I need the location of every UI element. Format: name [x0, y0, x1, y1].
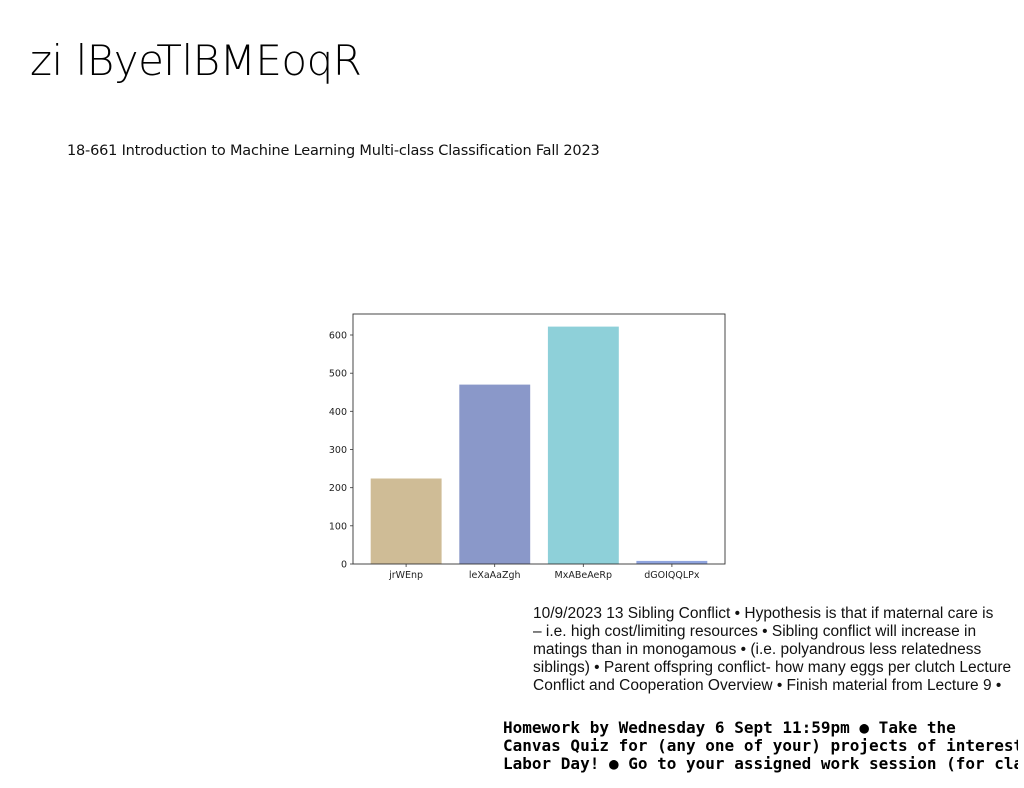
plot-frame	[352, 313, 726, 565]
lecture-notes: 10/9/2023 13 Sibling Conflict • Hypothes…	[533, 605, 1024, 695]
notes-line: 10/9/2023 13 Sibling Conflict • Hypothes…	[533, 605, 994, 622]
notes-line: matings than in monogamous • (i.e. polya…	[533, 641, 982, 658]
homework-announcement: Homework by Wednesday 6 Sept 11:59pm ● T…	[503, 719, 1018, 775]
y-tick-label: 600	[329, 331, 347, 342]
homework-line: Homework by Wednesday 6 Sept 11:59pm ● T…	[503, 719, 956, 737]
slide-subtitle: 18-661 Introduction to Machine Learning …	[67, 143, 600, 159]
y-tick-label: 400	[329, 407, 347, 418]
y-tick-label: 100	[329, 521, 347, 532]
bar	[547, 326, 619, 564]
x-tick-label: dGOIQQLPx	[644, 570, 700, 581]
y-tick-label: 0	[341, 560, 347, 571]
slide-title: zi lByeTlBMEoqR	[30, 36, 362, 85]
x-tick-label: jrWEnp	[388, 570, 423, 581]
homework-line: Labor Day! ● Go to your assigned work se…	[503, 755, 1018, 773]
bar-chart: jrWEnp leXaAaZgh MxABeAeRp dGOIQQLPx 0 100 200…	[329, 313, 726, 581]
y-tick-label: 200	[329, 483, 347, 494]
bar	[370, 478, 442, 564]
bar	[459, 384, 531, 564]
homework-line: Canvas Quiz for (any one of your) projec…	[503, 737, 1018, 755]
x-tick-label: leXaAaZgh	[469, 570, 521, 581]
y-tick-label: 300	[329, 445, 347, 456]
notes-line: siblings) • Parent offspring conflict- h…	[533, 659, 1012, 676]
y-tick-label: 500	[329, 369, 347, 380]
notes-line: Conflict and Cooperation Overview • Fini…	[533, 677, 1002, 694]
x-tick-label: MxABeAeRp	[555, 570, 613, 581]
notes-line: – i.e. high cost/limiting resources • Si…	[533, 623, 977, 640]
bar	[636, 560, 708, 564]
